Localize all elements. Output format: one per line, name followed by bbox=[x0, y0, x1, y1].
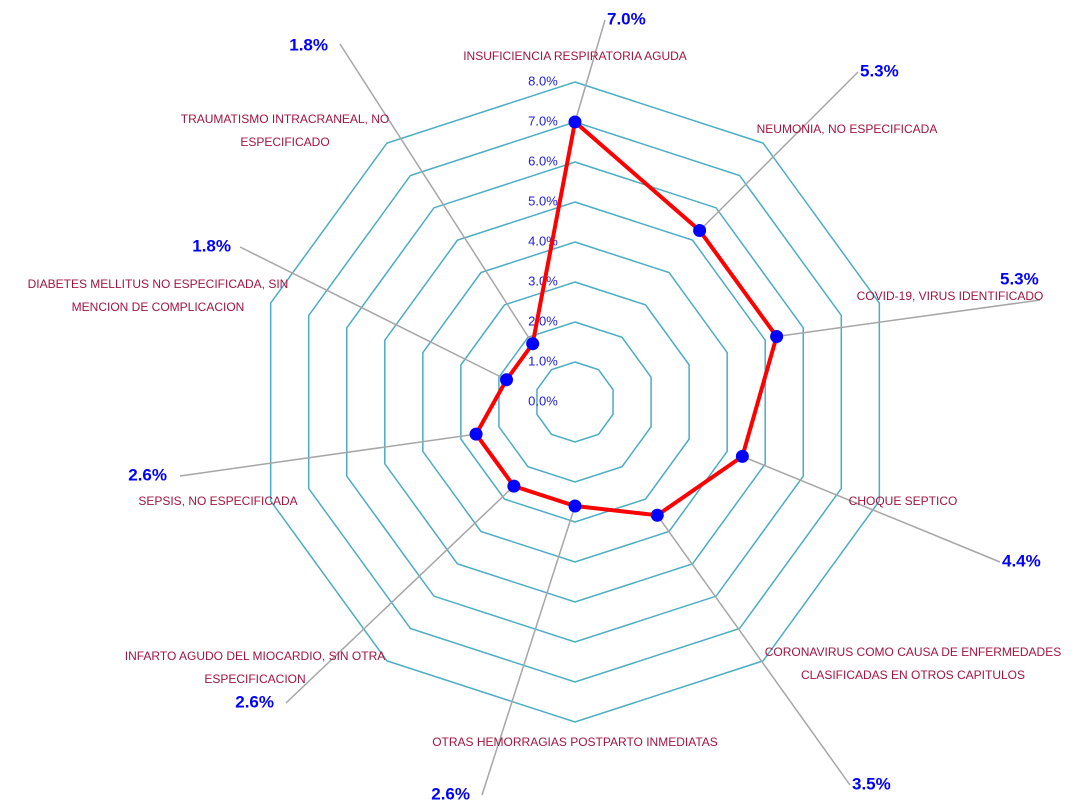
leader-line bbox=[239, 246, 507, 381]
category-label: TRAUMATISMO INTRACRANEAL, NO ESPECIFICAD… bbox=[180, 112, 390, 149]
category-label: COVID-19, VIRUS IDENTIFICADO bbox=[856, 289, 1044, 303]
value-label: 2.6% bbox=[431, 784, 470, 801]
value-label: 5.3% bbox=[860, 61, 899, 80]
y-tick-label: 6.0% bbox=[528, 153, 558, 168]
data-point bbox=[650, 508, 664, 522]
value-label: 2.6% bbox=[235, 692, 274, 711]
category-label: INSUFICIENCIA RESPIRATORIA AGUDA bbox=[463, 49, 687, 63]
value-label: 3.5% bbox=[852, 774, 891, 793]
leader-line bbox=[656, 514, 851, 786]
leader-line bbox=[285, 485, 515, 704]
y-tick-label: 8.0% bbox=[528, 73, 558, 88]
data-point bbox=[526, 337, 540, 351]
y-tick-label: 5.0% bbox=[528, 193, 558, 208]
value-label: 7.0% bbox=[607, 9, 646, 28]
leader-line bbox=[481, 505, 576, 796]
grid-ring bbox=[345, 161, 805, 643]
value-label: 1.8% bbox=[192, 236, 231, 255]
data-point bbox=[500, 373, 514, 387]
y-tick-label: 7.0% bbox=[528, 113, 558, 128]
leader-line bbox=[179, 433, 477, 477]
grid-ring bbox=[460, 281, 690, 523]
grid-ring bbox=[536, 361, 614, 443]
leader-line bbox=[574, 19, 606, 123]
category-label: INFARTO AGUDO DEL MIOCARDIO, SIN OTRA ES… bbox=[124, 649, 386, 686]
value-label: 1.8% bbox=[289, 35, 328, 54]
value-label: 2.6% bbox=[128, 465, 167, 484]
grid-ring bbox=[307, 121, 843, 683]
y-tick-label: 0.0% bbox=[528, 393, 558, 408]
category-label: SEPSIS, NO ESPECIFICADA bbox=[138, 494, 298, 508]
y-tick-label: 1.0% bbox=[528, 353, 558, 368]
data-point bbox=[770, 329, 784, 343]
category-label: CORONAVIRUS COMO CAUSA DE ENFERMEDADES C… bbox=[764, 645, 1062, 682]
data-point bbox=[568, 115, 582, 129]
grid-ring bbox=[269, 81, 881, 723]
grid-ring bbox=[384, 201, 766, 603]
grid-ring bbox=[498, 321, 652, 483]
category-label: CHOQUE SEPTICO bbox=[848, 494, 958, 508]
value-label: 4.4% bbox=[1002, 551, 1041, 570]
data-point bbox=[693, 223, 707, 237]
value-label: 5.3% bbox=[1000, 269, 1039, 288]
leader-line bbox=[699, 71, 859, 232]
leader-line bbox=[742, 455, 1001, 563]
leader-line bbox=[776, 299, 1041, 338]
grid-ring bbox=[422, 241, 728, 563]
leader-line bbox=[339, 43, 534, 345]
y-tick-label: 2.0% bbox=[528, 313, 558, 328]
data-point bbox=[568, 499, 582, 513]
category-label: DIABETES MELLITUS NO ESPECIFICADA, SIN M… bbox=[27, 277, 289, 314]
category-label: NEUMONIA, NO ESPECIFICADA bbox=[756, 122, 938, 136]
data-point bbox=[469, 427, 483, 441]
data-point bbox=[735, 449, 749, 463]
category-label: OTRAS HEMORRAGIAS POSTPARTO INMEDIATAS bbox=[432, 735, 718, 749]
data-point bbox=[507, 479, 521, 493]
